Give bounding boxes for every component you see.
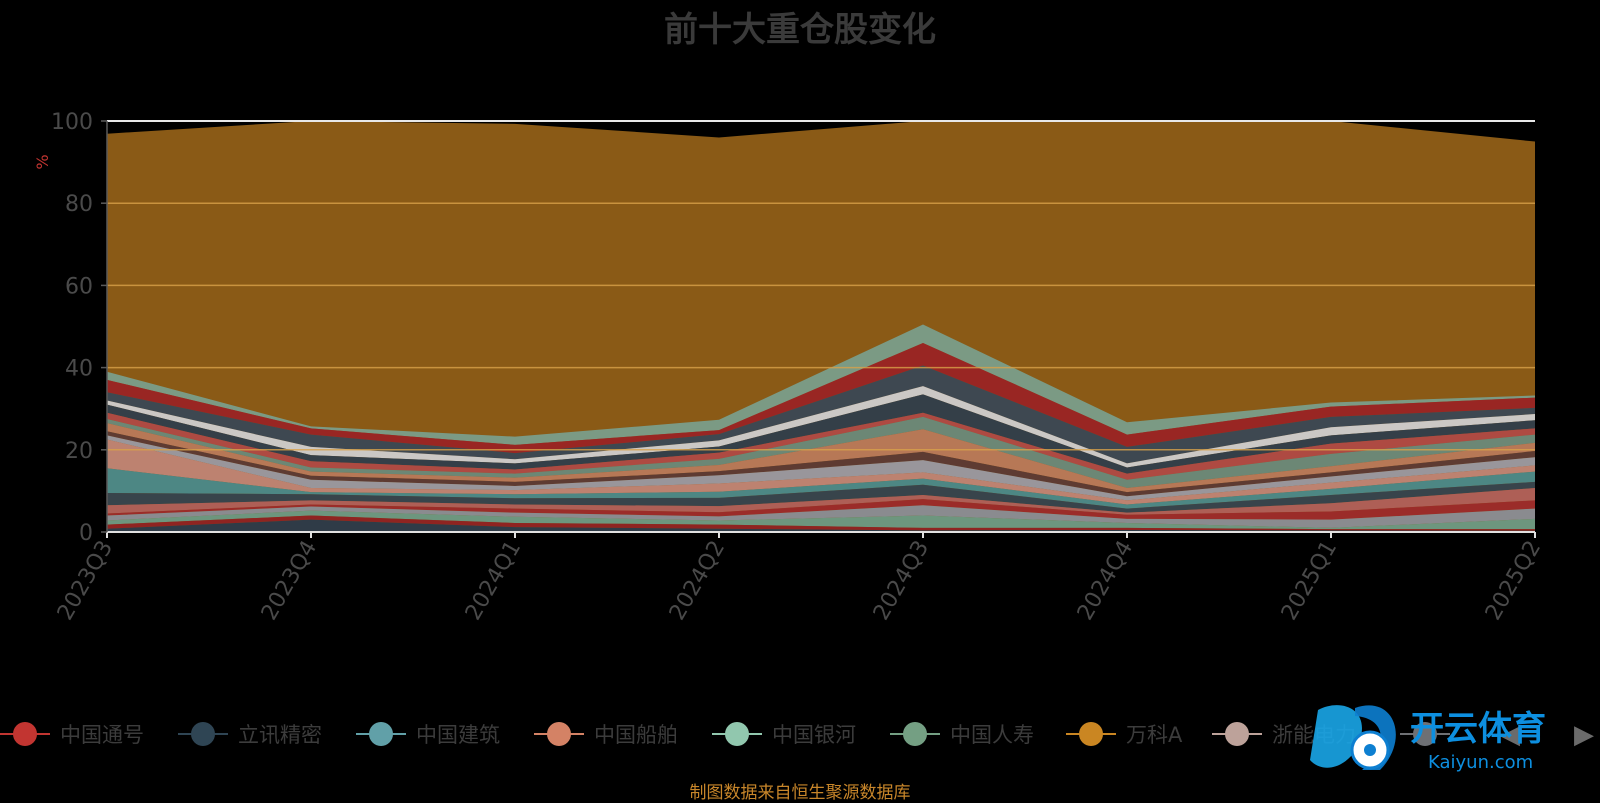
legend-label: 中国通号 [60,723,144,747]
y-tick-label: 100 [51,110,93,135]
area-layer-10 [107,431,1535,497]
watermark-brand-cn: 开云体育 [1410,709,1546,749]
legend-label: 万科A [1126,723,1183,747]
legend-item[interactable]: 中国建筑 [356,716,500,752]
legend-marker-icon [0,719,50,749]
watermark-logo: 开云体育 Kaiyun.com [1310,705,1546,773]
y-tick-label: 0 [79,521,93,546]
y-tick-label: 60 [65,274,93,299]
y-axis-label: % [33,154,52,169]
legend-marker-icon [178,719,228,749]
legend-label: 立讯精密 [238,723,322,747]
area-layer-3 [107,505,1535,528]
y-tick-label: 80 [65,192,93,217]
area-layer-9 [107,435,1535,501]
legend-item[interactable]: 立讯精密 [178,716,322,752]
x-tick-label: 2024Q2 [665,537,730,625]
area-layer-7 [107,468,1535,509]
area-layer-2 [107,510,1535,530]
area-layer-4 [107,499,1535,520]
legend-label: 中国建筑 [416,723,500,747]
area-layer-0 [107,519,1535,532]
x-tick-label: 2023Q4 [257,537,322,625]
x-tick-labels: 2023Q3 2023Q4 2024Q1 2024Q2 2024Q3 2024Q4 2025… [53,537,1546,625]
legend-marker-icon [1212,719,1262,749]
chart-title: 前十大重仓股变化 [664,10,936,50]
legend-marker-icon [890,719,940,749]
legend-item[interactable]: 中国银河 [712,716,856,752]
legend-marker-icon [712,719,762,749]
legend: 中国通号立讯精密中国建筑中国船舶中国银河中国人寿万科A浙能电力 [0,716,1600,752]
legend-marker-icon [356,719,406,749]
axes [101,120,1536,538]
legend-label: 中国船舶 [594,723,678,747]
legend-marker-icon [534,719,584,749]
legend-marker-icon [1066,719,1116,749]
legend-label: 中国人寿 [950,723,1034,747]
area-layer-11 [107,423,1535,493]
area-layers [107,121,1535,532]
x-tick-label: 2023Q3 [53,537,118,625]
area-layer-6 [107,481,1535,513]
area-layer-18 [107,324,1535,445]
legend-next-icon[interactable]: ▶ [1574,720,1594,750]
y-tick-label: 40 [65,357,93,382]
area-layer-5 [107,488,1535,515]
watermark-brand-en: Kaiyun.com [1428,752,1533,773]
x-tick-label: 2025Q2 [1481,537,1546,625]
legend-prev-icon[interactable]: ◀ [1500,720,1520,750]
legend-item[interactable]: 万科A [1066,716,1182,752]
legend-label: 中国银河 [772,723,856,747]
legend-item[interactable] [1400,716,1460,752]
y-tick-labels: 0 20 40 60 80 100 [51,110,93,546]
x-tick-label: 2025Q1 [1277,537,1342,625]
legend-item[interactable]: 中国人寿 [890,716,1034,752]
area-layer-17 [107,342,1535,454]
legend-marker-icon [1400,719,1450,749]
x-tick-label: 2024Q3 [869,537,934,625]
x-tick-label: 2024Q4 [1073,537,1138,625]
legend-item[interactable]: 中国通号 [0,716,144,752]
area-layer-1 [107,515,1535,531]
data-source-note: 制图数据来自恒生聚源数据库 [689,783,911,803]
gridlines [107,120,1535,451]
x-tick-label: 2024Q1 [461,537,526,625]
legend-item[interactable]: 中国船舶 [534,716,678,752]
y-tick-label: 20 [65,439,93,464]
